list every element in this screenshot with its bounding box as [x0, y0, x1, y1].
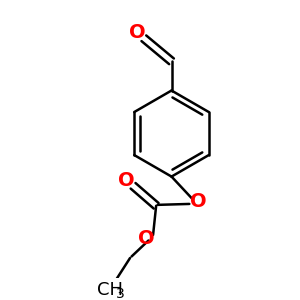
Text: O: O [129, 23, 146, 42]
Text: O: O [190, 192, 206, 211]
Text: CH: CH [97, 281, 123, 299]
Text: O: O [138, 229, 154, 248]
Text: O: O [118, 171, 135, 190]
Text: 3: 3 [116, 287, 125, 300]
